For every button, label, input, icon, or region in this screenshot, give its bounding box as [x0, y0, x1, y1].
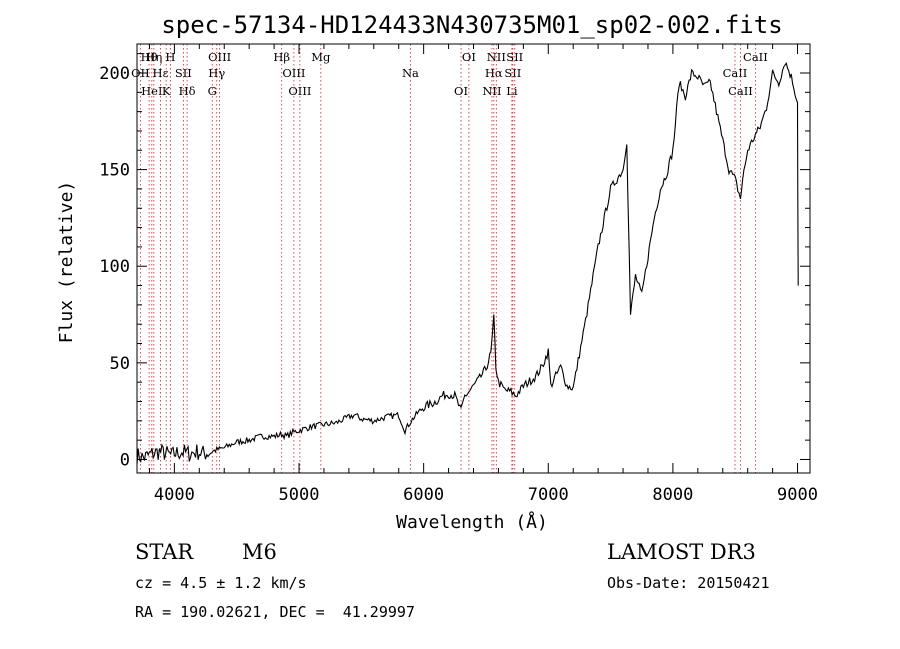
line-mark-label: CaII: [723, 66, 748, 80]
line-mark-label: OI: [454, 84, 468, 98]
line-mark-label: OIII: [208, 50, 231, 64]
line-mark-label: Hδ: [179, 84, 196, 98]
line-mark-label: Hθ: [141, 50, 158, 64]
x-tick-label: 5000: [279, 485, 320, 505]
line-mark-label: H: [165, 50, 175, 64]
observation-date: Obs-Date: 20150421: [607, 574, 770, 592]
chart-title: spec-57134-HD124433N430735M01_sp02-002.f…: [161, 11, 782, 39]
axis-ticks-layer: 4000 5000 6000 7000 8000 9000 0 50 100 150 200: [99, 44, 818, 505]
y-tick-label: 200: [99, 64, 130, 84]
y-tick-label: 100: [99, 257, 130, 277]
x-axis-label: Wavelength (Å): [396, 511, 548, 533]
line-mark-label: Na: [402, 66, 419, 80]
line-mark-label: SII: [504, 66, 521, 80]
y-tick-label: 50: [110, 354, 130, 374]
x-tick-label: 8000: [652, 485, 693, 505]
spectrum-series-line: [136, 62, 799, 465]
y-axis-label: Flux (relative): [56, 181, 77, 344]
survey-name: LAMOST DR3: [607, 540, 756, 564]
x-tick-label: 4000: [154, 485, 195, 505]
line-mark-label: OI: [462, 50, 476, 64]
y-tick-label: 0: [120, 450, 130, 470]
line-mark-label: CaII: [728, 84, 753, 98]
redshift-cz: cz = 4.5 ± 1.2 km/s: [135, 574, 307, 592]
line-mark-label: G: [208, 84, 217, 98]
x-tick-label: 7000: [528, 485, 569, 505]
line-mark-label: Mg: [311, 50, 331, 64]
line-mark-label: NII: [482, 84, 501, 98]
line-mark-label: Li: [506, 84, 518, 98]
object-class: STAR: [135, 540, 194, 564]
y-tick-label: 150: [99, 161, 130, 181]
plot-frame: [136, 43, 811, 474]
x-tick-label: 6000: [403, 485, 444, 505]
coordinates: RA = 190.02621, DEC = 41.29997: [135, 603, 415, 621]
line-mark-label: OIII: [282, 66, 305, 80]
line-mark-label: OIII: [288, 84, 311, 98]
line-mark-label: HeI: [141, 84, 162, 98]
line-mark-label: Hγ: [208, 66, 225, 80]
line-mark-label: Hη: [145, 50, 162, 64]
line-mark-label: NII: [487, 50, 506, 64]
line-mark-label: Hβ: [273, 50, 290, 64]
object-subclass: M6: [242, 540, 277, 564]
line-mark-label: CaII: [743, 50, 768, 64]
line-mark-label: SII: [175, 66, 192, 80]
line-marks-layer: HθOIIHeIHηHεKHSIIHδOIIIHγGHβOIIIOIIIMgNa…: [131, 44, 768, 473]
line-mark-label: K: [162, 84, 171, 98]
line-mark-label: SII: [506, 50, 523, 64]
line-mark-label: Hε: [153, 66, 169, 80]
line-mark-label: Hα: [485, 66, 503, 80]
x-tick-label: 9000: [777, 485, 818, 505]
spectrum-chart: spec-57134-HD124433N430735M01_sp02-002.f…: [56, 11, 818, 533]
